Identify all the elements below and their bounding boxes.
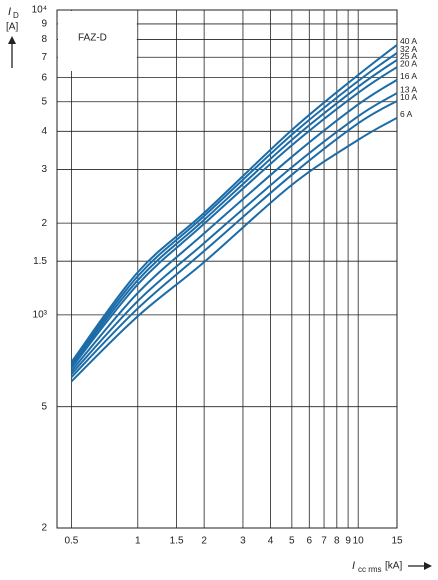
y-tick-label: 6 — [41, 72, 47, 83]
x-label-unit: [kA] — [385, 561, 402, 572]
curve — [70, 66, 398, 369]
curve — [70, 44, 398, 363]
x-axis-title: I cc rms [kA] — [352, 560, 432, 574]
annotation: FAZ-D — [78, 33, 107, 44]
y-tick-label: 10⁴ — [32, 5, 47, 16]
y-arrow-head — [8, 36, 16, 44]
series-label: 32 A — [400, 44, 417, 54]
curve — [70, 92, 398, 375]
y-tick-label: 2 — [41, 218, 47, 229]
y-tick-label: 2 — [41, 523, 47, 534]
series-label: 10 A — [400, 92, 417, 102]
curve — [70, 100, 398, 378]
x-tick-label: 2 — [201, 536, 207, 547]
series-label: 25 A — [400, 51, 417, 61]
x-tick-label: 15 — [391, 536, 403, 547]
x-tick-label: 1 — [135, 536, 141, 547]
x-tick-label: 0.5 — [64, 536, 78, 547]
y-tick-label: 5 — [41, 401, 47, 412]
x-tick-label: 5 — [289, 536, 295, 547]
x-tick-label: 7 — [321, 536, 327, 547]
x-tick-label: 8 — [334, 536, 340, 547]
x-tick-label: 9 — [345, 536, 351, 547]
series-label: 40 A — [400, 36, 417, 46]
y-label-unit: [A] — [6, 22, 18, 33]
y-tick-label: 8 — [41, 34, 47, 45]
curve — [70, 116, 398, 383]
y-tick-label: 3 — [41, 164, 47, 175]
x-arrow-head — [424, 562, 432, 570]
annotation-box — [58, 11, 137, 71]
series-label: 20 A — [400, 58, 417, 68]
y-tick-label: 10³ — [33, 310, 48, 321]
y-tick-label: 5 — [41, 96, 47, 107]
x-label-symbol: I — [352, 560, 355, 572]
x-label-subscript: cc rms — [358, 565, 382, 574]
series-label: 6 A — [400, 109, 413, 119]
curve — [70, 52, 398, 365]
plot-frame — [56, 9, 398, 529]
y-tick-label: 4 — [41, 126, 47, 137]
y-tick-label: 1.5 — [33, 256, 47, 267]
series-label: 13 A — [400, 84, 417, 94]
y-tick-label: 7 — [41, 52, 47, 63]
x-tick-label: 4 — [268, 536, 274, 547]
curve — [70, 59, 398, 367]
y-label-symbol: I — [8, 6, 11, 18]
y-label-subscript: D — [13, 11, 19, 20]
x-tick-label: 10 — [353, 536, 365, 547]
y-tick-label: 9 — [41, 19, 47, 30]
series-label: 16 A — [400, 71, 417, 81]
x-tick-label: 3 — [240, 536, 246, 547]
curve — [70, 79, 398, 372]
x-tick-label: 1.5 — [170, 536, 184, 547]
y-axis-title: I D [A] — [6, 6, 19, 68]
x-tick-label: 6 — [307, 536, 313, 547]
